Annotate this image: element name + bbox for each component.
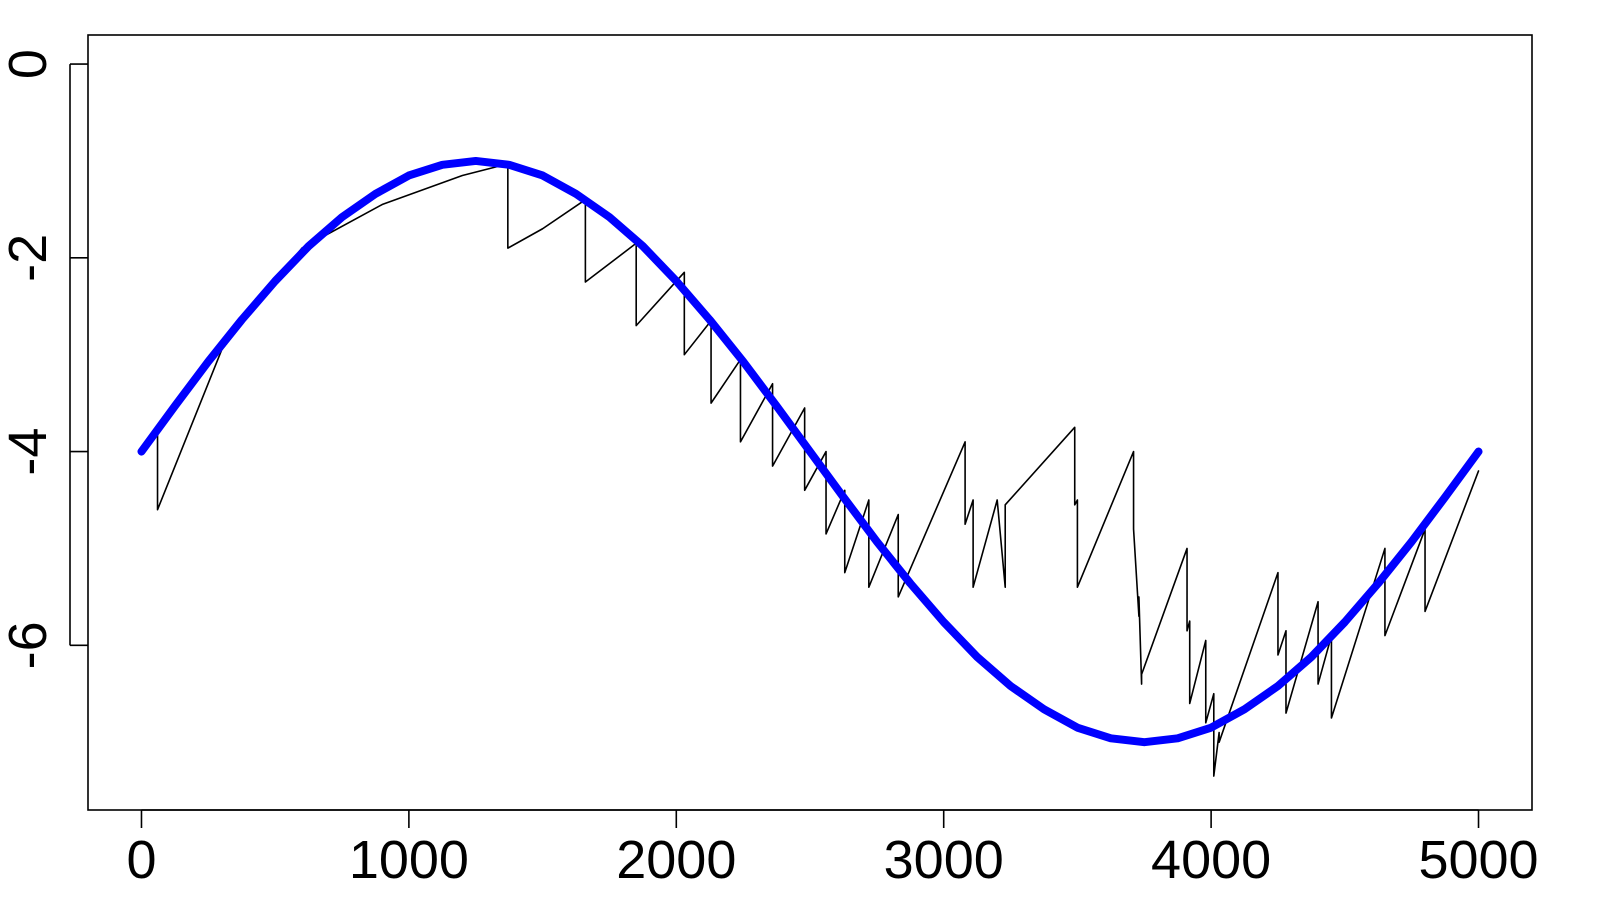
series-line-blue xyxy=(137,156,1483,747)
series-line-black xyxy=(140,163,1480,777)
y-tick-label: -2 xyxy=(0,234,58,282)
x-tick-label: 5000 xyxy=(1418,830,1538,890)
y-tick-label: -6 xyxy=(0,621,58,669)
x-tick-label: 3000 xyxy=(884,830,1004,890)
x-tick-label: 0 xyxy=(126,830,156,890)
x-tick-label: 2000 xyxy=(616,830,736,890)
y-tick-label: 0 xyxy=(0,49,58,79)
y-tick-label: -4 xyxy=(0,428,58,476)
series-layer xyxy=(137,156,1483,777)
plot-frame xyxy=(87,34,1533,811)
y-axis: 0 -2 -4 -6 xyxy=(0,49,88,669)
x-axis: 0 1000 2000 3000 4000 5000 xyxy=(126,809,1539,890)
x-tick-label: 1000 xyxy=(349,830,469,890)
x-tick-label: 4000 xyxy=(1151,830,1271,890)
